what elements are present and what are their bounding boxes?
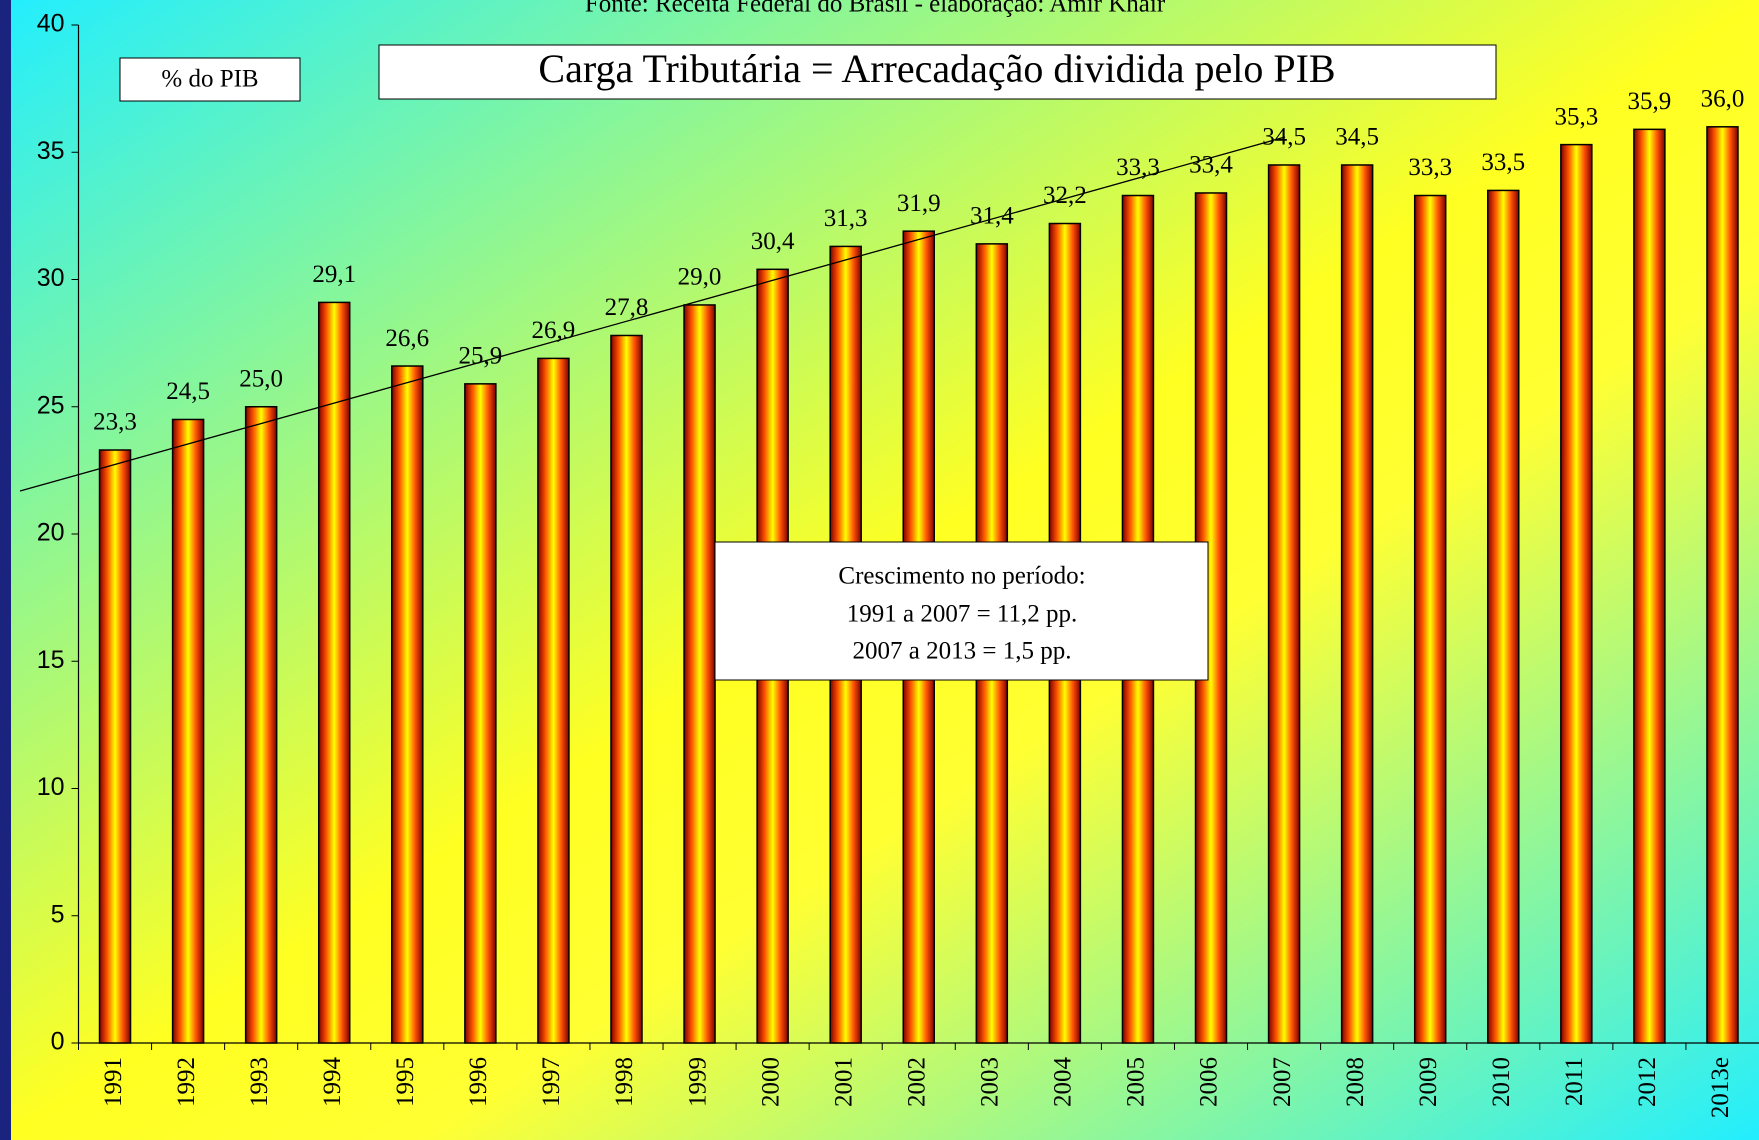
annotation-line: Crescimento no período: <box>838 563 1085 590</box>
x-tick-label: 1995 <box>392 1057 419 1107</box>
data-label: 30,4 <box>751 228 795 255</box>
x-tick-label: 2011 <box>1561 1057 1588 1106</box>
x-tick-label: 1994 <box>319 1057 346 1108</box>
data-label: 36,0 <box>1701 86 1745 113</box>
x-tick-label: 1999 <box>684 1057 711 1107</box>
y-tick-label: 20 <box>37 519 65 547</box>
bar <box>171 418 205 1044</box>
unit-label: % do PIB <box>161 66 258 93</box>
bar <box>317 301 351 1044</box>
annotation-box <box>714 541 1209 681</box>
data-label: 24,5 <box>166 378 210 405</box>
data-label: 31,3 <box>824 205 868 232</box>
x-tick-label: 2001 <box>830 1057 857 1107</box>
bar <box>1267 164 1301 1044</box>
x-tick-label: 2010 <box>1488 1057 1515 1107</box>
bar <box>537 357 570 1044</box>
source-note: Fonte: Receita Federal do Brasil - elabo… <box>585 0 1166 18</box>
y-tick-label: 40 <box>37 10 65 38</box>
data-label: 33,4 <box>1189 152 1233 179</box>
y-tick-label: 10 <box>37 773 65 801</box>
x-tick-label: 2006 <box>1196 1057 1223 1107</box>
data-label: 34,5 <box>1335 124 1379 151</box>
bar <box>1706 126 1739 1044</box>
y-tick-label: 0 <box>51 1028 65 1056</box>
data-label: 35,9 <box>1628 88 1672 115</box>
x-tick-label: 1997 <box>538 1057 565 1107</box>
x-tick-label: 2003 <box>977 1057 1004 1107</box>
y-tick-label: 5 <box>51 900 65 928</box>
x-tick-label: 2000 <box>757 1057 784 1107</box>
data-label: 33,5 <box>1481 149 1525 176</box>
bar <box>683 304 716 1044</box>
annotation-line: 2007 a 2013 = 1,5 pp. <box>853 638 1072 665</box>
x-tick-label: 1998 <box>611 1057 638 1107</box>
bar <box>391 365 424 1044</box>
bar <box>1633 128 1666 1044</box>
data-label: 25,9 <box>458 343 502 370</box>
data-label: 33,3 <box>1116 154 1160 181</box>
bar <box>610 334 643 1044</box>
chart-title: Carga Tributária = Arrecadação dividida … <box>538 46 1335 91</box>
bar <box>464 383 497 1044</box>
side-strip <box>0 0 11 1140</box>
x-tick-label: 1996 <box>465 1057 492 1107</box>
data-label: 29,0 <box>678 264 722 291</box>
data-label: 31,4 <box>970 203 1014 230</box>
unit-box <box>119 57 301 102</box>
data-label: 33,3 <box>1408 154 1452 181</box>
bar <box>98 449 132 1044</box>
title-box <box>378 44 1497 100</box>
data-label: 26,9 <box>532 317 576 344</box>
data-label: 23,3 <box>93 409 137 436</box>
data-label: 26,6 <box>385 325 429 352</box>
data-label: 25,0 <box>239 365 283 392</box>
bar <box>244 406 278 1044</box>
bar <box>1340 164 1374 1044</box>
x-tick-label: 2008 <box>1342 1057 1369 1107</box>
x-tick-label: 1993 <box>246 1057 273 1107</box>
x-tick-label: 2009 <box>1415 1057 1442 1107</box>
bar <box>1487 189 1520 1044</box>
trend-line <box>19 136 1286 492</box>
x-tick-label: 2012 <box>1634 1057 1661 1107</box>
x-tick-label: 2013e <box>1707 1057 1734 1118</box>
bar <box>1413 194 1447 1044</box>
data-label: 29,1 <box>312 261 356 288</box>
x-tick-label: 2004 <box>1050 1057 1077 1108</box>
x-tick-label: 1992 <box>173 1057 200 1107</box>
data-label: 35,3 <box>1554 103 1598 130</box>
x-tick-label: 2002 <box>903 1057 930 1107</box>
y-tick-label: 25 <box>37 391 65 419</box>
y-tick-label: 15 <box>37 646 65 674</box>
x-tick-label: 1991 <box>100 1057 127 1107</box>
x-tick-label: 2007 <box>1269 1057 1296 1107</box>
x-tick-label: 2005 <box>1123 1057 1150 1107</box>
y-tick-label: 30 <box>37 264 65 292</box>
y-tick-label: 35 <box>37 137 65 165</box>
data-label: 31,9 <box>897 190 941 217</box>
bar <box>1560 143 1593 1044</box>
data-label: 32,2 <box>1043 182 1087 209</box>
annotation-line: 1991 a 2007 = 11,2 pp. <box>847 601 1078 628</box>
